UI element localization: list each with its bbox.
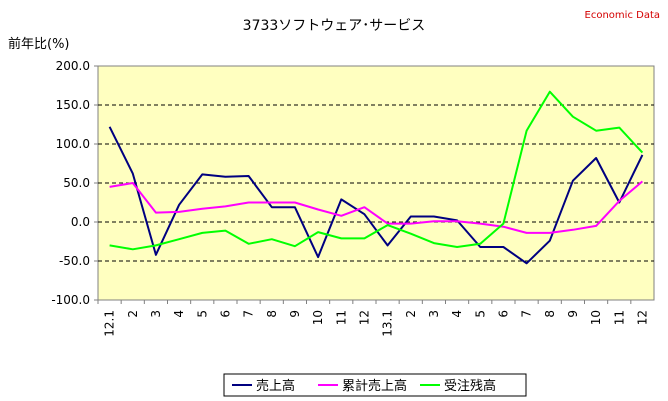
x-tick-label: 4 [450,310,464,318]
x-tick-label: 9 [566,310,580,318]
x-tick-label: 2 [126,310,140,318]
y-tick-label: 50.0 [63,176,90,190]
legend: 売上高 累計売上高 受注残高 [232,378,496,394]
x-tick-label: 11 [612,310,626,325]
x-tick-label: 8 [543,310,557,318]
legend-label: 累計売上高 [342,378,407,394]
x-tick-label: 7 [520,310,534,318]
x-tick-labels: 12.1 2 3 4 5 6 7 8 9 10 11 12 13.1 2 3 4 5 6 7 8 9 10 11 12 [97,300,649,337]
chart-title: 3733ソフトウェア･サービス [243,18,426,34]
y-tick-label: 200.0 [56,59,90,73]
y-tick-label: 100.0 [56,137,90,151]
x-tick-label: 11 [334,310,348,325]
x-tick-label: 8 [265,310,279,318]
x-tick-label: 3 [427,310,441,318]
x-tick-label: 10 [589,310,603,325]
y-tick-label: -50.0 [59,254,90,268]
series-line-2 [109,90,644,251]
y-tick-label: 0.0 [71,215,90,229]
x-tick-label: 9 [288,310,302,318]
y-tick-label: 150.0 [56,98,90,112]
x-tick-label: 10 [311,310,325,325]
y-tick-label: -100.0 [51,293,90,307]
x-tick-label: 4 [172,310,186,318]
x-tick-label: 6 [218,310,232,318]
x-tick-label: 13.1 [381,310,395,337]
x-tick-label: 6 [496,310,510,318]
legend-label: 売上高 [256,378,295,394]
x-tick-label: 2 [404,310,418,318]
y-tick-labels: 200.0 150.0 100.0 50.0 0.0 -50.0 -100.0 [51,59,98,307]
x-tick-label: 12 [357,310,371,325]
x-tick-label: 3 [149,310,163,318]
y-axis-label: 前年比(%) [8,36,70,52]
x-tick-label: 12 [635,310,649,325]
series-lines [108,90,644,265]
legend-box [223,373,527,397]
x-tick-label: 7 [242,310,256,318]
x-tick-label: 5 [473,310,487,318]
legend-label: 受注残高 [444,378,496,394]
series-line-0 [108,126,644,265]
x-tick-label: 5 [195,310,209,318]
series-line-1 [109,180,644,234]
source-label: Economic Data [585,10,660,21]
x-tick-label: 12.1 [103,310,117,337]
